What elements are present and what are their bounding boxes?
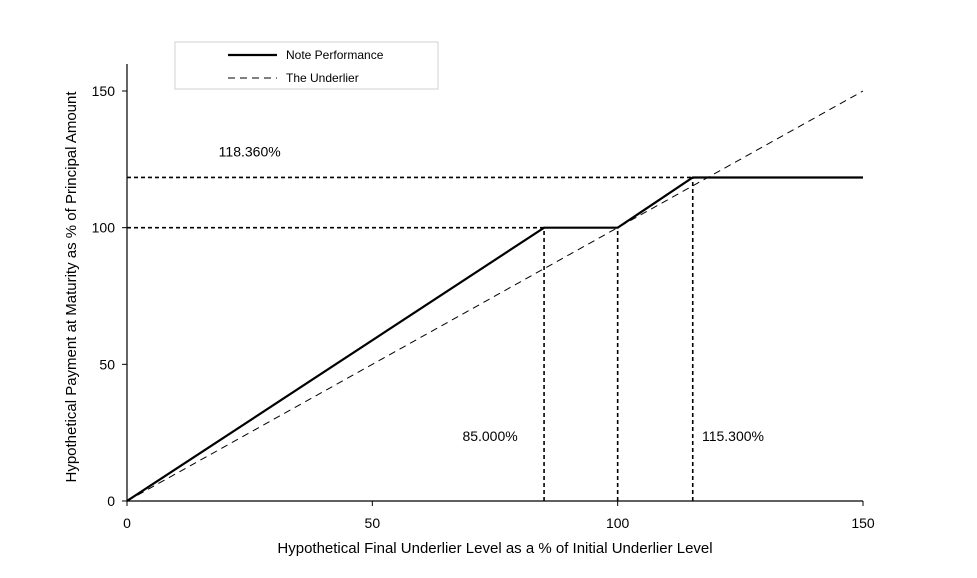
series-line-1 [126,176,863,502]
y-axis-title: Hypothetical Payment at Maturity as % of… [63,91,80,483]
x-tick-label: 100 [606,515,630,531]
legend-box [174,41,439,90]
y-tick-label: 100 [92,220,116,236]
legend: Note Performance The Underlier [174,41,439,90]
series-line-2 [126,90,864,502]
legend-label: Note Performance [286,48,384,62]
ticks: 0 50 100 150 0 50 100 150 [92,83,875,531]
y-tick-label: 0 [107,493,115,509]
annotation-label: 118.360% [219,144,281,160]
annotations: 118.360% 85.000% 115.300% [219,144,764,444]
annotation-label: 85.000% [462,428,517,444]
x-axis-title: Hypothetical Final Underlier Level as a … [277,540,712,557]
axes [126,64,863,502]
series-group [126,90,864,502]
x-tick-label: 50 [365,515,381,531]
y-tick-label: 50 [99,356,115,372]
reference-lines [127,176,694,501]
legend-label: The Underlier [286,71,359,85]
annotation-label: 115.300% [702,428,764,444]
x-tick-label: 150 [851,515,875,531]
x-tick-label: 0 [123,515,131,531]
y-tick-label: 150 [92,83,116,99]
